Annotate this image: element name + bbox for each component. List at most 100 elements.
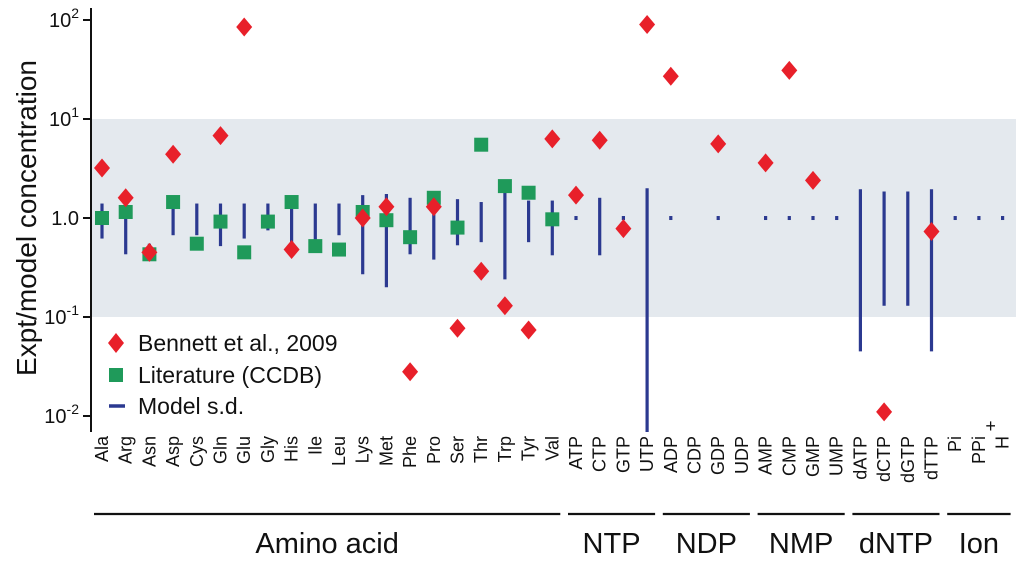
bennett-point-ala xyxy=(94,158,110,178)
y-axis: 102 101 1.0 10-1 10-2 xyxy=(44,5,92,432)
x-tick-label-glu: Glu xyxy=(234,436,254,464)
bennett-point-asn xyxy=(141,242,158,262)
literature-point-asp xyxy=(166,195,181,210)
x-tick-label-cmp: CMP xyxy=(779,436,799,476)
bennett-point-amp xyxy=(757,153,774,173)
x-tick-label-arg: Arg xyxy=(116,436,136,464)
group-label-ion: Ion xyxy=(959,528,999,560)
x-tick-label-asn: Asn xyxy=(139,436,159,467)
x-tick-label-atp: ATP xyxy=(566,436,586,470)
x-tick-label-dgtp: dGTP xyxy=(898,436,918,483)
bennett-point-arg xyxy=(117,188,134,208)
legend-swatch-literature xyxy=(109,368,123,382)
x-tick-label-adp: ADP xyxy=(661,436,681,473)
literature-point-cys xyxy=(189,236,204,251)
legend-label-model-s-d: Model s.d. xyxy=(138,393,244,419)
x-tick-label-cdp: CDP xyxy=(685,436,705,474)
x-tick-label-hplus: H xyxy=(993,436,1013,449)
literature-point-leu xyxy=(332,242,346,257)
x-tick-label-pi: Pi xyxy=(945,436,965,452)
x-tick-label-ppi: PPi xyxy=(969,436,989,464)
literature-point-thr xyxy=(474,137,489,152)
x-tick-label-dttp: dTTP xyxy=(922,436,942,480)
bennett-point-ser xyxy=(449,318,466,338)
x-tick-label-lys: Lys xyxy=(353,436,373,463)
x-tick-label-trp: Trp xyxy=(495,436,515,462)
literature-point-met xyxy=(379,213,394,228)
y-tick-label-0-1: 10-1 xyxy=(44,302,79,329)
bennett-point-val xyxy=(544,129,561,149)
y-axis-label: Expt/model concentration xyxy=(11,60,42,376)
literature-point-val xyxy=(545,212,560,227)
legend-label-literature-ccdb: Literature (CCDB) xyxy=(138,362,322,388)
x-tick-label-h-plus-sign: + xyxy=(985,416,996,436)
bennett-layer xyxy=(94,15,940,422)
bennett-point-thr xyxy=(473,261,490,281)
x-tick-label-gmp: GMP xyxy=(803,436,823,477)
x-tick-label-phe: Phe xyxy=(400,436,420,468)
bennett-point-ctp xyxy=(591,130,608,150)
x-tick-label-met: Met xyxy=(376,436,396,466)
bennett-point-cmp xyxy=(781,60,798,80)
x-tick-labels: Ala Arg Asn Asp Cys Gln Glu Gly His Ile Leu Lys Met P… xyxy=(92,416,1013,483)
literature-point-gly xyxy=(260,214,275,229)
x-tick-label-tyr: Tyr xyxy=(519,436,539,461)
x-tick-label-leu: Leu xyxy=(329,436,349,466)
literature-point-gln xyxy=(213,214,228,229)
y-tick-label-100: 102 xyxy=(49,5,79,32)
group-label-ntp: NTP xyxy=(583,528,641,560)
bennett-point-gdp xyxy=(710,134,727,154)
x-tick-label-gtp: GTP xyxy=(613,436,633,473)
x-tick-label-datp: dATP xyxy=(850,436,870,480)
y-tick-label-1: 1.0 xyxy=(51,208,79,230)
group-label-amino-acid: Amino acid xyxy=(255,528,398,560)
bennett-point-dctp xyxy=(876,402,893,422)
bennett-point-trp xyxy=(496,296,513,316)
bennett-point-phe xyxy=(402,362,419,382)
literature-point-phe xyxy=(403,230,418,245)
x-tick-label-ala: Ala xyxy=(92,435,112,462)
bennett-point-utp xyxy=(639,15,656,35)
literature-point-glu xyxy=(237,245,252,260)
x-tick-label-gly: Gly xyxy=(258,436,278,463)
category-groups: Amino acid NTP NDP NMP dNTP Ion xyxy=(94,512,1011,560)
x-tick-label-asp: Asp xyxy=(163,436,183,467)
x-tick-label-ile: Ile xyxy=(305,436,325,455)
x-tick-label-gdp: GDP xyxy=(708,436,728,475)
x-tick-label-utp: UTP xyxy=(637,436,657,472)
literature-point-arg xyxy=(118,204,133,219)
literature-point-ala xyxy=(95,211,109,225)
x-tick-label-amp: AMP xyxy=(756,436,776,475)
bennett-point-glu xyxy=(236,17,253,37)
x-tick-label-val: Val xyxy=(542,436,562,461)
x-tick-label-ump: UMP xyxy=(827,436,847,476)
x-tick-label-his: His xyxy=(282,436,302,462)
x-tick-label-ser: Ser xyxy=(448,436,468,464)
bennett-point-lys xyxy=(354,208,371,228)
literature-point-tyr xyxy=(521,185,536,200)
bennett-point-atp xyxy=(568,185,584,205)
literature-point-his xyxy=(284,195,299,210)
x-tick-label-pro: Pro xyxy=(424,436,444,464)
x-tick-label-dctp: dCTP xyxy=(874,436,894,482)
y-tick-label-10: 101 xyxy=(49,104,79,131)
x-tick-label-udp: UDP xyxy=(732,436,752,474)
legend: Bennett et al., 2009 Literature (CCDB) Mod… xyxy=(108,330,338,419)
literature-point-trp xyxy=(497,179,512,194)
x-tick-label-ctp: CTP xyxy=(590,436,610,472)
bennett-point-asp xyxy=(165,144,182,164)
bennett-point-pro xyxy=(425,197,442,217)
bennett-point-gmp xyxy=(805,170,821,190)
legend-label-bennett-et-al-2009: Bennett et al., 2009 xyxy=(138,330,338,356)
group-label-dntp: dNTP xyxy=(859,528,933,560)
literature-point-ile xyxy=(308,239,323,254)
literature-point-ser xyxy=(450,220,465,235)
bennett-point-met xyxy=(378,197,395,217)
x-tick-label-thr: Thr xyxy=(471,436,491,463)
legend-swatch-bennett xyxy=(108,333,124,353)
x-tick-label-gln: Gln xyxy=(211,436,231,464)
group-label-ndp: NDP xyxy=(676,528,737,560)
bennett-point-gln xyxy=(212,126,229,146)
group-label-nmp: NMP xyxy=(769,528,833,560)
